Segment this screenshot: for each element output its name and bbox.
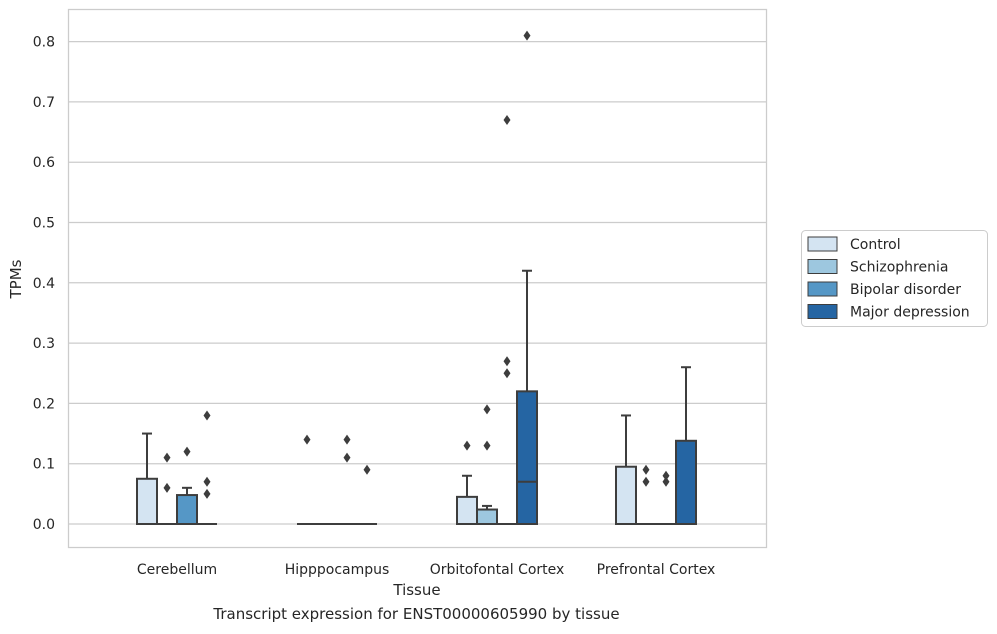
outlier-point xyxy=(163,482,171,493)
outlier-point xyxy=(203,476,211,487)
outlier-point xyxy=(303,434,311,445)
outlier-point xyxy=(642,464,650,475)
box-control xyxy=(136,432,158,525)
box-plot-series xyxy=(136,30,697,526)
legend-swatch xyxy=(807,259,838,274)
legend-frame xyxy=(801,230,988,327)
y-tick-label: 0.6 xyxy=(33,155,55,171)
box-bipolar-disorder xyxy=(497,114,517,525)
x-tick-label: Cerebellum xyxy=(137,562,217,578)
outlier-point xyxy=(503,356,511,367)
box-bipolar-disorder xyxy=(337,434,357,525)
plot-area-frame xyxy=(67,8,768,549)
box-control xyxy=(615,414,637,525)
y-tick-label: 0.2 xyxy=(33,396,55,412)
x-axis-ticks: Cerebellum Hipppocampus Orbitofontal Corte… xyxy=(137,562,715,578)
outlier-point xyxy=(463,440,471,451)
y-tick-label: 0.8 xyxy=(33,35,55,51)
box-schizophrenia xyxy=(636,464,656,525)
box-rect xyxy=(136,477,158,525)
box-major-depression xyxy=(197,410,217,525)
box-schizophrenia xyxy=(157,452,177,525)
box-major-depression xyxy=(675,366,697,526)
outlier-point xyxy=(183,446,191,457)
box-major-depression xyxy=(357,464,377,525)
y-axis-ticks: 0.0 0.1 0.2 0.3 0.4 0.5 0.6 0.7 0.8 xyxy=(33,35,55,533)
box-bipolar-disorder xyxy=(176,446,198,525)
outlier-point xyxy=(163,452,171,463)
box-rect xyxy=(456,495,478,525)
y-tick-label: 0.1 xyxy=(33,457,55,473)
outlier-point xyxy=(503,114,511,125)
outlier-point xyxy=(662,476,670,487)
box-rect xyxy=(615,465,637,525)
legend-entry-label: Control xyxy=(850,237,901,253)
x-tick-label: Orbitofontal Cortex xyxy=(430,562,565,578)
legend-swatch xyxy=(807,236,838,252)
legend-swatch xyxy=(807,281,838,297)
outlier-point xyxy=(523,30,531,41)
box-rect xyxy=(176,494,198,525)
outlier-point xyxy=(662,470,670,481)
outlier-point xyxy=(343,434,351,445)
y-tick-label: 0.5 xyxy=(33,216,55,232)
legend-entry-label: Major depression xyxy=(850,305,970,321)
outlier-point xyxy=(343,452,351,463)
x-axis-label: Tissue xyxy=(392,581,440,599)
box-rect xyxy=(516,390,538,525)
legend-entry-label: Bipolar disorder xyxy=(850,282,961,298)
outlier-point xyxy=(483,440,491,451)
x-tick-label: Hipppocampus xyxy=(285,562,390,578)
y-tick-label: 0.4 xyxy=(33,276,55,292)
outlier-point xyxy=(503,368,511,379)
x-tick-label: Prefrontal Cortex xyxy=(597,562,716,578)
y-tick-label: 0.0 xyxy=(33,517,55,533)
figure-caption: Transcript expression for ENST0000060599… xyxy=(213,605,620,623)
outlier-point xyxy=(363,464,371,475)
box-control xyxy=(297,434,317,525)
box-rect xyxy=(675,439,697,526)
box-schizophrenia xyxy=(476,404,498,526)
y-axis-label: TPMs xyxy=(7,259,25,299)
box-rect xyxy=(476,508,498,526)
box-control xyxy=(456,440,478,525)
y-tick-label: 0.3 xyxy=(33,336,55,352)
box-major-depression xyxy=(516,30,538,525)
box-bipolar-disorder xyxy=(656,470,676,525)
legend-entry-label: Schizophrenia xyxy=(850,260,948,276)
outlier-point xyxy=(483,404,491,415)
outlier-point xyxy=(203,410,211,421)
outlier-point xyxy=(642,476,650,487)
outlier-point xyxy=(203,488,211,499)
grid-lines xyxy=(68,40,767,525)
legend: Control Schizophrenia Bipolar disorder Majo… xyxy=(801,230,988,327)
y-tick-label: 0.7 xyxy=(33,95,55,111)
legend-swatch xyxy=(807,304,838,319)
